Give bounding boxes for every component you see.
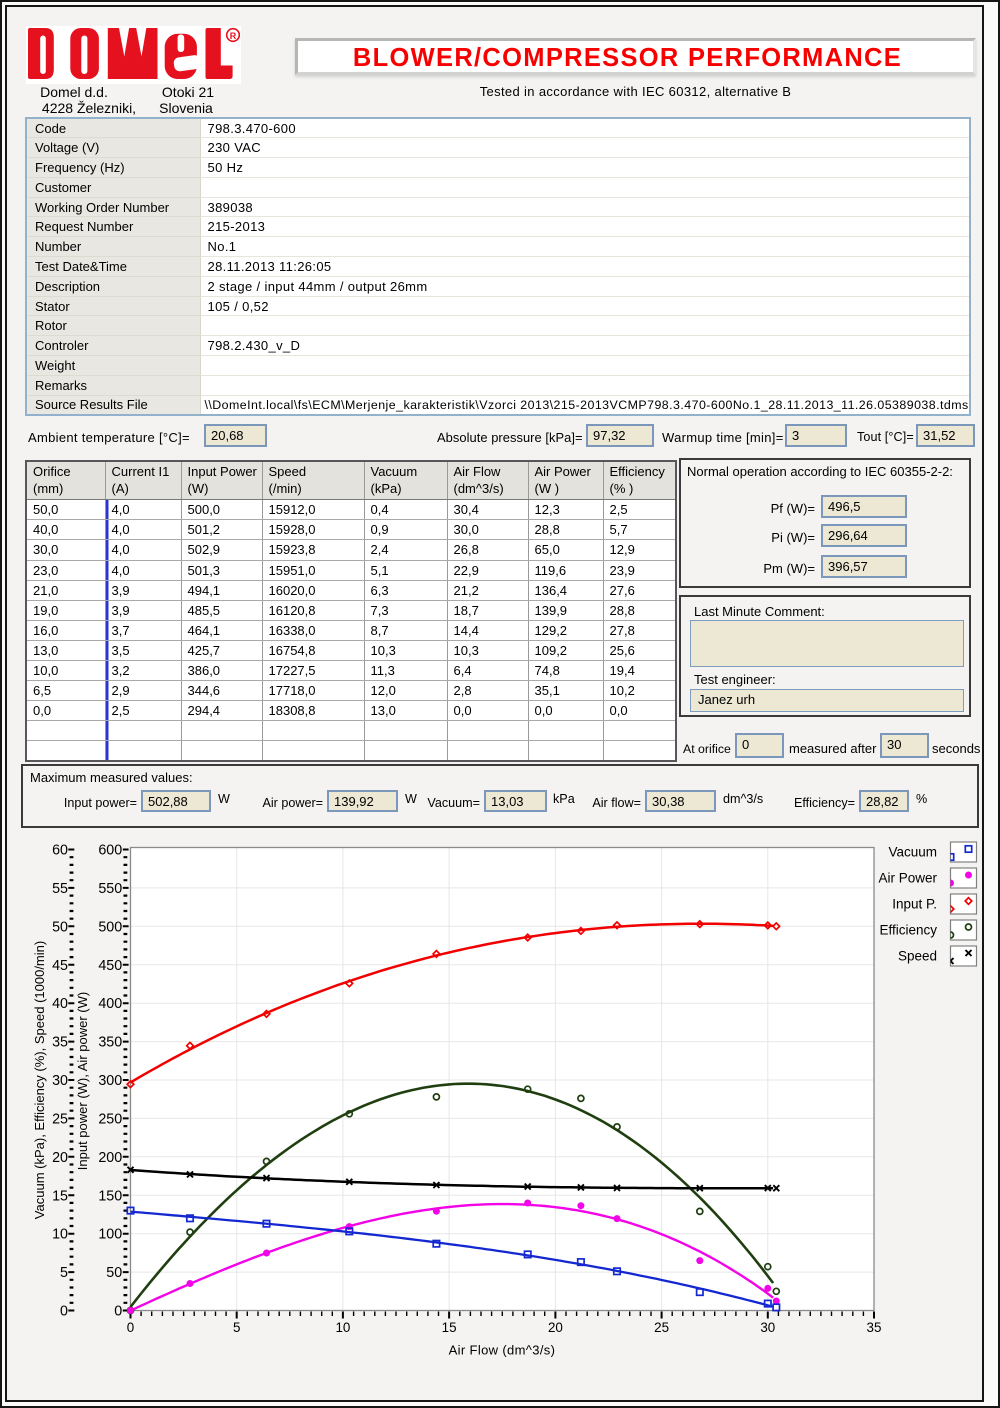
svg-text:10: 10 [52, 1227, 68, 1243]
svg-text:45: 45 [52, 958, 68, 974]
svg-text:100: 100 [98, 1227, 122, 1243]
svg-text:20: 20 [52, 1150, 68, 1166]
svg-text:R: R [230, 31, 237, 41]
svg-text:0: 0 [60, 1304, 68, 1320]
svg-text:40: 40 [52, 996, 68, 1012]
svg-text:Speed: Speed [898, 949, 937, 964]
svg-text:500: 500 [98, 919, 122, 935]
svg-text:60: 60 [52, 843, 68, 859]
svg-text:35: 35 [867, 1320, 882, 1335]
svg-text:450: 450 [98, 958, 122, 974]
svg-text:0: 0 [127, 1320, 134, 1335]
svg-text:30: 30 [52, 1073, 68, 1089]
svg-text:50: 50 [106, 1265, 122, 1281]
svg-text:250: 250 [98, 1111, 122, 1127]
svg-text:400: 400 [98, 996, 122, 1012]
svg-text:150: 150 [98, 1188, 122, 1204]
svg-text:Air Flow (dm^3/s): Air Flow (dm^3/s) [449, 1343, 556, 1358]
svg-text:Efficiency: Efficiency [879, 923, 937, 938]
svg-text:50: 50 [52, 919, 68, 935]
svg-text:10: 10 [335, 1320, 350, 1335]
svg-text:200: 200 [98, 1150, 122, 1166]
svg-text:Vacuum: Vacuum [888, 845, 937, 860]
svg-text:0: 0 [114, 1304, 122, 1320]
svg-text:5: 5 [233, 1320, 240, 1335]
svg-text:25: 25 [654, 1320, 669, 1335]
svg-text:350: 350 [98, 1035, 122, 1051]
svg-text:Vacuum (kPa), Efficiency (%),: Vacuum (kPa), Efficiency (%), Speed (100… [32, 941, 47, 1219]
svg-text:15: 15 [52, 1188, 68, 1204]
svg-text:Air Power: Air Power [878, 871, 937, 886]
svg-text:5: 5 [60, 1265, 68, 1281]
svg-text:15: 15 [442, 1320, 457, 1335]
svg-text:Input P.: Input P. [892, 897, 937, 912]
svg-text:30: 30 [760, 1320, 775, 1335]
svg-text:20: 20 [548, 1320, 563, 1335]
svg-text:600: 600 [98, 843, 122, 859]
svg-text:35: 35 [52, 1035, 68, 1051]
svg-text:550: 550 [98, 881, 122, 897]
svg-text:25: 25 [52, 1111, 68, 1127]
svg-text:300: 300 [98, 1073, 122, 1089]
svg-text:Input power (W), Air power (W): Input power (W), Air power (W) [75, 992, 90, 1170]
svg-text:55: 55 [52, 881, 68, 897]
